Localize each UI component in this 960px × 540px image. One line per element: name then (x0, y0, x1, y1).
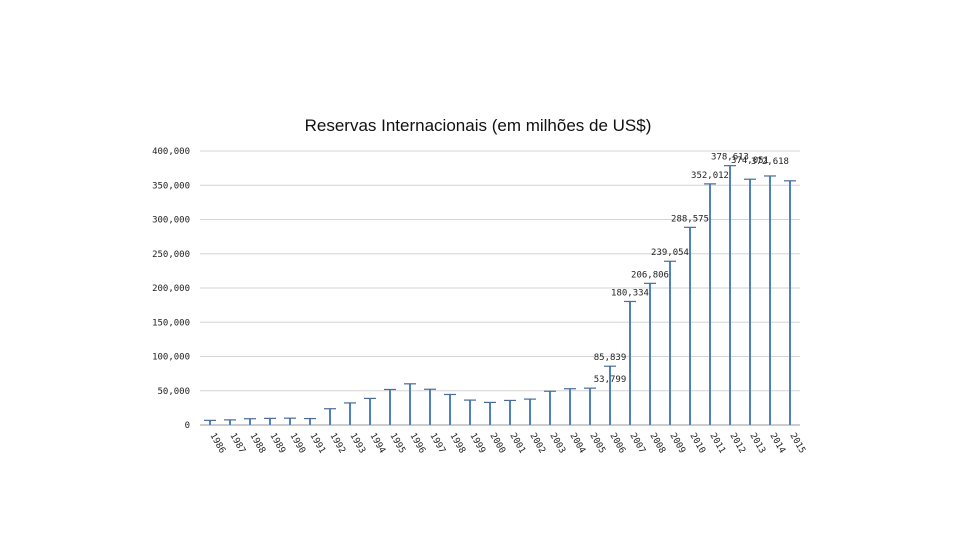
x-tick-label: 2000 (487, 432, 507, 456)
y-tick-label: 50,000 (157, 387, 190, 397)
bar (789, 180, 791, 425)
data-label: 288,575 (671, 214, 709, 224)
data-labels: 53,799 85,839 180,334 206,806 239,054 288,575… (594, 153, 789, 385)
bar (249, 418, 251, 425)
x-tick-label: 2008 (647, 432, 667, 456)
bar (589, 388, 591, 425)
bar (309, 418, 311, 425)
bar (269, 418, 271, 425)
bar (709, 183, 711, 425)
bar (429, 389, 431, 425)
x-tick-label: 1996 (407, 432, 427, 456)
bar (509, 400, 511, 425)
x-tick-label: 2007 (627, 432, 647, 456)
x-tick-label: 2010 (687, 432, 707, 456)
bar (469, 400, 471, 425)
bar (489, 402, 491, 425)
x-axis-ticks: 1986 1987 1988 1989 1990 1991 1992 1993 1994 1995… (207, 432, 807, 456)
x-tick-label: 1998 (447, 432, 467, 456)
x-tick-label: 2002 (527, 432, 547, 456)
data-label: 239,054 (651, 248, 689, 258)
x-tick-label: 2011 (707, 432, 727, 456)
bar (389, 389, 391, 425)
x-tick-label: 1994 (367, 432, 387, 456)
bar (289, 418, 291, 425)
grid-lines (200, 150, 800, 426)
x-tick-label: 1999 (467, 432, 487, 456)
bar (229, 419, 231, 425)
bar (529, 399, 531, 425)
x-tick-label: 1989 (267, 432, 287, 456)
bar (369, 398, 371, 425)
data-label: 206,806 (631, 270, 669, 280)
bar (769, 175, 771, 425)
x-tick-label: 1992 (327, 432, 347, 456)
data-label: 372,618 (751, 157, 789, 167)
x-tick-label: 2001 (507, 432, 527, 456)
bar (569, 388, 571, 425)
x-tick-label: 2005 (587, 432, 607, 456)
chart-title: Reservas Internacionais (em milhões de U… (305, 116, 652, 135)
bar (209, 420, 211, 425)
x-tick-label: 2004 (567, 432, 587, 456)
x-tick-label: 1997 (427, 432, 447, 456)
x-tick-label: 2014 (767, 432, 787, 456)
x-tick-label: 1987 (227, 432, 247, 456)
data-label: 378,613 (711, 153, 749, 163)
bar (749, 179, 751, 425)
x-tick-label: 1995 (387, 432, 407, 456)
x-tick-label: 2013 (747, 432, 767, 456)
y-tick-label: 150,000 (152, 318, 190, 328)
bars (204, 165, 796, 426)
y-tick-label: 300,000 (152, 216, 190, 226)
x-tick-label: 1993 (347, 432, 367, 456)
bar (329, 408, 331, 425)
bar (409, 383, 411, 425)
x-tick-label: 1988 (247, 432, 267, 456)
bar (549, 391, 551, 425)
x-tick-label: 2012 (727, 432, 747, 456)
data-label: 374,051 (731, 156, 769, 166)
y-tick-label: 400,000 (152, 147, 190, 157)
x-tick-label: 1986 (207, 432, 227, 456)
y-tick-label: 250,000 (152, 250, 190, 260)
bar (629, 301, 631, 425)
bar (689, 227, 691, 425)
data-label: 352,012 (691, 171, 729, 181)
bar (669, 261, 671, 425)
x-tick-label: 1990 (287, 432, 307, 456)
y-tick-label: 100,000 (152, 353, 190, 363)
bar (649, 283, 651, 425)
bar (449, 394, 451, 425)
bar (349, 402, 351, 425)
y-tick-label: 200,000 (152, 284, 190, 294)
x-tick-label: 2015 (787, 432, 807, 456)
y-axis-ticks: 0 50,000 100,000 150,000 200,000 250,000 300,0… (152, 147, 190, 431)
x-tick-label: 2009 (667, 432, 687, 456)
bar (609, 366, 611, 425)
x-tick-label: 2003 (547, 432, 567, 456)
x-tick-label: 1991 (307, 432, 327, 456)
y-tick-label: 350,000 (152, 181, 190, 191)
data-label: 53,799 (594, 375, 627, 385)
x-tick-label: 2006 (607, 432, 627, 456)
data-label: 180,334 (611, 288, 649, 298)
bar (729, 165, 731, 426)
data-label: 85,839 (594, 353, 627, 363)
y-tick-label: 0 (185, 421, 190, 431)
